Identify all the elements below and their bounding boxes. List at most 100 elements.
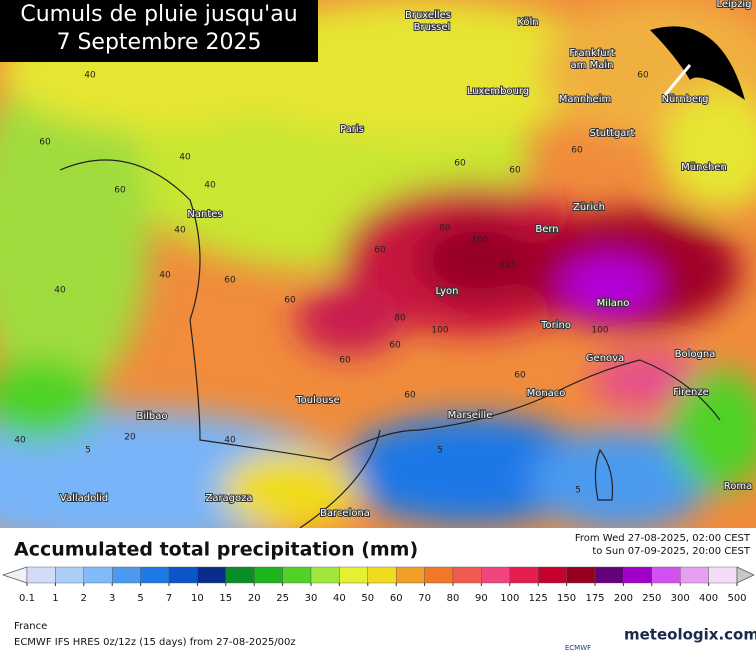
legend-tick-label: 400 — [699, 593, 718, 604]
contour-label: 40 — [159, 271, 171, 281]
contour-labels: 40 60 40 40 60 40 40 40 60 60 60 80 100 100 80 60 125 100… — [14, 71, 649, 496]
contour-label: 40 — [14, 436, 26, 446]
legend-tick-label: 175 — [585, 593, 604, 604]
city-label: Bilbao — [136, 411, 167, 422]
city-label: Bologna — [675, 349, 716, 360]
legend-tick-label: 0.1 — [19, 593, 35, 604]
city-label: Paris — [340, 124, 364, 135]
contour-label: 40 — [84, 71, 96, 81]
legend-swatch — [310, 566, 340, 584]
legend-tick-label: 25 — [276, 593, 289, 604]
legend-tick-label: 1 — [52, 593, 58, 604]
legend-tick-label: 7 — [166, 593, 172, 604]
city-label: Zaragoza — [205, 493, 252, 504]
city-label: Köln — [517, 17, 538, 28]
contour-label: 40 — [54, 286, 66, 296]
legend-tick-label: 2 — [81, 593, 87, 604]
legend-tick-label: 125 — [529, 593, 548, 604]
city-label: Monaco — [527, 388, 566, 399]
legend-tick-label: 200 — [614, 593, 633, 604]
ecmwf-logo: ECMWF — [565, 644, 591, 652]
legend-swatch — [253, 566, 283, 584]
city-label: Milano — [597, 298, 630, 309]
contour-label: 100 — [471, 236, 488, 246]
legend-tick-label: 80 — [447, 593, 460, 604]
contour-label: 60 — [224, 276, 236, 286]
title-line: Cumuls de pluie jusqu'au — [20, 2, 297, 27]
contour-label: 5 — [575, 486, 581, 496]
legend-tick-label: 70 — [418, 593, 431, 604]
legend-swatch — [680, 566, 709, 584]
legend-swatch — [339, 566, 368, 584]
city-label: Leipzig — [716, 0, 751, 10]
legend-tick-label: 60 — [390, 593, 403, 604]
city-label: Genova — [586, 353, 624, 364]
city-label: Roma — [724, 481, 753, 492]
city-label: Nürnberg — [662, 94, 709, 105]
legend-swatch — [452, 566, 482, 584]
contour-label: 60 — [284, 296, 296, 306]
legend-title: Accumulated total precipitation (mm) — [14, 539, 418, 561]
contour-label: 5 — [437, 446, 443, 456]
legend-tick-label: 500 — [727, 593, 746, 604]
period-to: to Sun 07-09-2025, 20:00 CEST — [592, 546, 751, 557]
legend-swatch — [282, 566, 312, 584]
contour-label: 60 — [509, 166, 521, 176]
legend-tick-label: 20 — [248, 593, 261, 604]
city-label: Stuttgart — [590, 128, 635, 139]
city-label: Firenze — [673, 387, 709, 398]
legend-swatch — [481, 566, 510, 584]
legend-swatch — [197, 566, 226, 584]
legend-tick-label: 15 — [219, 593, 232, 604]
contour-label: 100 — [591, 326, 608, 336]
site-logo: meteologix.com — [624, 626, 756, 644]
legend-tick-label: 5 — [137, 593, 143, 604]
legend-swatch — [111, 566, 141, 584]
legend-swatch — [424, 566, 454, 584]
city-label: Lyon — [435, 286, 458, 297]
contour-label: 20 — [124, 433, 136, 443]
coastline — [59, 159, 721, 528]
city-label: am Main — [571, 60, 614, 71]
corsica — [594, 448, 614, 501]
legend-tick-label: 50 — [361, 593, 374, 604]
city-label: Bruxelles — [405, 10, 451, 21]
contour-label: 40 — [204, 181, 216, 191]
contour-label: 60 — [389, 341, 401, 351]
legend-swatch — [55, 566, 85, 584]
model-info: ECMWF IFS HRES 0z/12z (15 days) from 27-… — [14, 637, 296, 648]
contour-label: 40 — [179, 153, 191, 163]
contour-label: 60 — [39, 138, 51, 148]
contour-label: 100 — [431, 326, 448, 336]
city-label: Toulouse — [295, 395, 339, 406]
legend-bar: 0.1 1 2 3 5 7 10 15 20 25 30 40 50 60 70 80 90 100 125 150 1… — [1, 566, 755, 604]
legend-swatch — [594, 566, 624, 584]
contour-label: 60 — [571, 146, 583, 156]
legend-tick-label: 10 — [191, 593, 204, 604]
legend-swatch — [367, 566, 397, 584]
city-label: Bern — [535, 224, 558, 235]
city-label: Torino — [540, 320, 571, 331]
contour-label: 80 — [394, 314, 406, 324]
contour-label: 60 — [404, 391, 416, 401]
legend-swatch — [140, 566, 170, 584]
region: France — [14, 621, 47, 632]
legend-tick-label: 90 — [475, 593, 488, 604]
legend-swatch — [225, 566, 255, 584]
city-label: Frankfurt — [569, 48, 614, 59]
contour-label: 60 — [339, 356, 351, 366]
legend-tick-label: 40 — [333, 593, 346, 604]
legend-tick-label: 250 — [642, 593, 661, 604]
legend-tick-label: 3 — [109, 593, 115, 604]
legend-swatch — [509, 566, 539, 584]
city-label: Nantes — [187, 209, 222, 220]
contour-label: 80 — [439, 224, 451, 234]
contour-label: 60 — [114, 186, 126, 196]
city-label: Mannheim — [559, 94, 611, 105]
legend-swatch — [651, 566, 681, 584]
contour-label: 60 — [514, 371, 526, 381]
city-label: Marseille — [448, 410, 493, 421]
